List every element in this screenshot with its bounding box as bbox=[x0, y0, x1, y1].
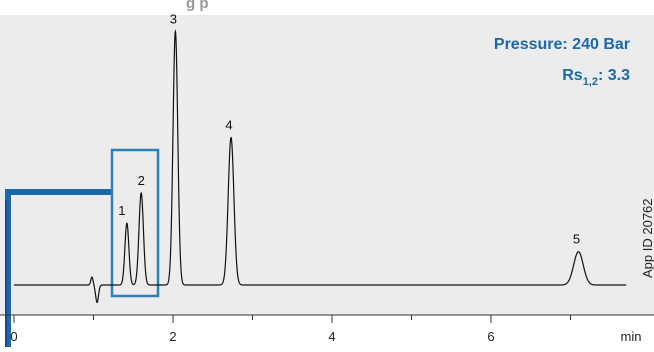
peak-labels: 12 3 4 5 bbox=[118, 11, 580, 246]
pressure-annotation: Pressure: 240 Bar bbox=[494, 36, 630, 53]
peak-label-2: 2 bbox=[138, 173, 145, 188]
chromatogram-trace bbox=[14, 29, 627, 304]
header-fragment: g p bbox=[186, 0, 209, 12]
zoom-box bbox=[110, 148, 160, 298]
x-axis-unit-label: min bbox=[621, 329, 642, 344]
x-tick-label: 4 bbox=[328, 329, 335, 344]
resolution-value: : 3.3 bbox=[598, 67, 630, 84]
x-tick-label: 0 bbox=[10, 329, 17, 344]
peak-label-4: 4 bbox=[225, 118, 232, 133]
peak-label-1: 1 bbox=[118, 203, 125, 218]
peak-label-5: 5 bbox=[573, 232, 580, 247]
app-id-label: App ID 20762 bbox=[640, 198, 654, 278]
x-tick-label: 2 bbox=[169, 329, 176, 344]
peak-label-3: 3 bbox=[170, 11, 177, 26]
plot-background bbox=[0, 15, 654, 315]
resolution-prefix: Rs bbox=[562, 67, 583, 84]
resolution-annotation: Rs1,2: 3.3 bbox=[562, 67, 630, 88]
resolution-subscript: 1,2 bbox=[583, 76, 598, 88]
zoom-bracket-line bbox=[5, 189, 112, 347]
x-tick-label: 6 bbox=[487, 329, 494, 344]
x-axis-ticks: 0 2 4 6 bbox=[10, 315, 571, 344]
